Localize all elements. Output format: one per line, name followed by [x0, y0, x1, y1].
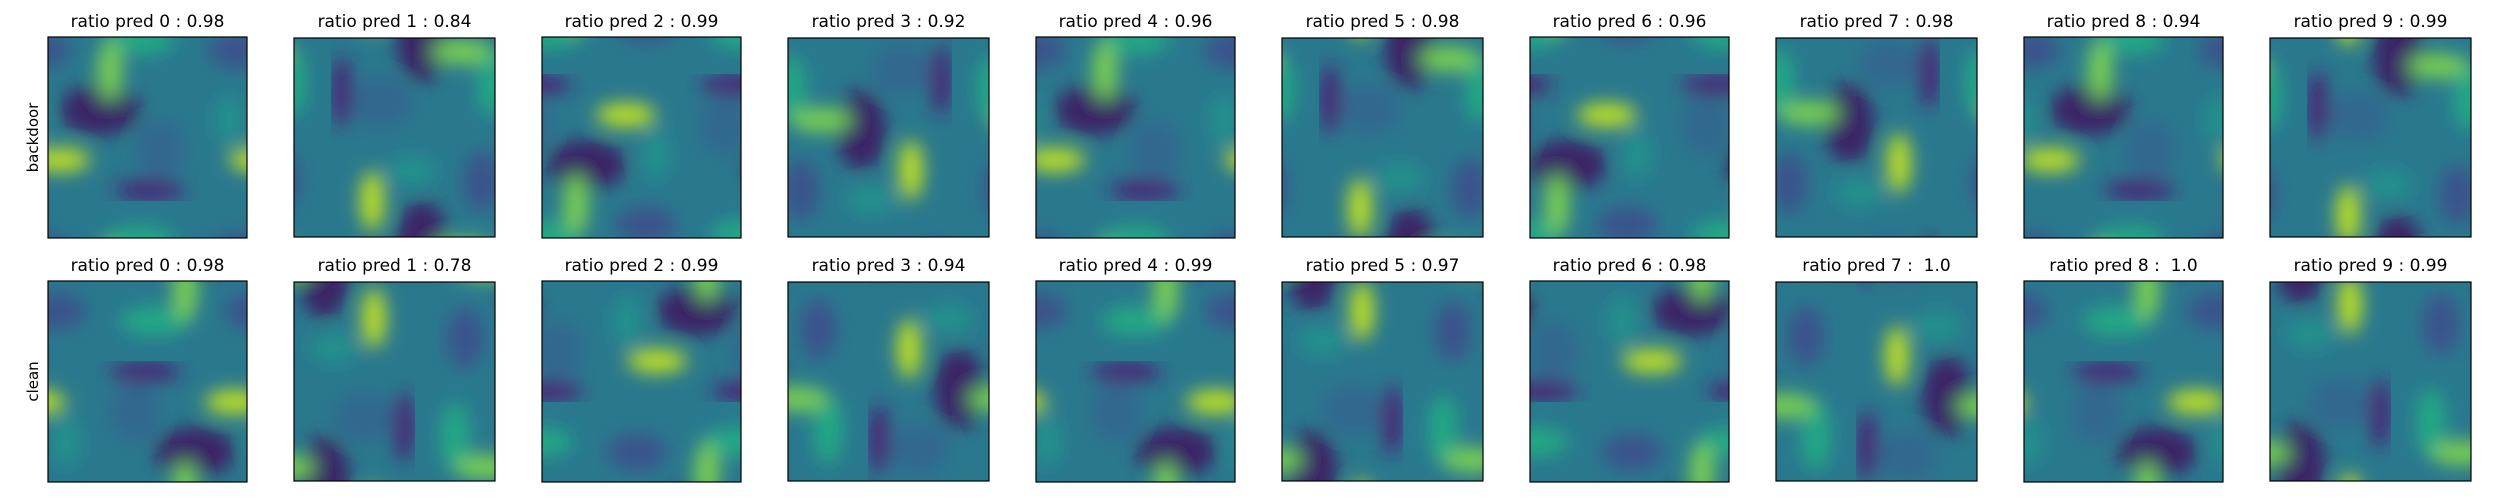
heatmap-image	[1281, 37, 1484, 238]
panel-title: ratio pred 2 : 0.99	[565, 12, 719, 32]
heatmap-image	[541, 280, 742, 483]
row-label: clean	[24, 361, 42, 401]
heatmap-image	[787, 37, 990, 238]
panel-title: ratio pred 5 : 0.97	[1306, 256, 1460, 276]
panel-title: ratio pred 6 : 0.96	[1553, 12, 1707, 32]
panel-title: ratio pred 9 : 0.99	[2294, 12, 2448, 32]
panel-title: ratio pred 4 : 0.96	[1059, 12, 1213, 32]
panel-title: ratio pred 4 : 0.99	[1059, 256, 1213, 276]
panel-title: ratio pred 5 : 0.98	[1306, 12, 1460, 32]
heatmap-image	[1529, 280, 1730, 483]
panel-title: ratio pred 8 : 0.94	[2047, 12, 2201, 32]
panel-grid: backdoor ratio pred 0 : 0.98 ratio pred 1 …	[24, 12, 2472, 483]
panel-title: ratio pred 8 : 1.0	[2049, 256, 2197, 276]
panel-title: ratio pred 3 : 0.92	[812, 12, 966, 32]
heatmap-image	[1035, 36, 1236, 239]
panel-title: ratio pred 1 : 0.78	[318, 256, 472, 276]
heatmap-image	[47, 36, 248, 239]
panel-title: ratio pred 7 : 1.0	[1802, 256, 1950, 276]
row-label: backdoor	[24, 102, 42, 173]
heatmap-image	[787, 281, 990, 482]
heatmap-image	[1775, 37, 1978, 238]
heatmap-image	[47, 280, 248, 483]
panel-title: ratio pred 7 : 0.98	[1800, 12, 1954, 32]
heatmap-image	[1281, 281, 1484, 482]
heatmap-image	[1035, 280, 1236, 483]
heatmap-image	[1775, 281, 1978, 482]
panel-title: ratio pred 9 : 0.99	[2294, 256, 2448, 276]
heatmap-image	[293, 37, 496, 238]
heatmap-image	[2269, 281, 2472, 482]
panel-title: ratio pred 6 : 0.98	[1553, 256, 1707, 276]
heatmap-image	[2269, 37, 2472, 238]
heatmap-image	[2023, 36, 2224, 239]
panel-title: ratio pred 1 : 0.84	[318, 12, 472, 32]
heatmap-image	[1529, 36, 1730, 239]
heatmap-image	[293, 281, 496, 482]
panel-title: ratio pred 0 : 0.98	[71, 12, 225, 32]
panel-title: ratio pred 3 : 0.94	[812, 256, 966, 276]
heatmap-image	[541, 36, 742, 239]
panel-title: ratio pred 2 : 0.99	[565, 256, 719, 276]
panel-title: ratio pred 0 : 0.98	[71, 256, 225, 276]
heatmap-image	[2023, 280, 2224, 483]
